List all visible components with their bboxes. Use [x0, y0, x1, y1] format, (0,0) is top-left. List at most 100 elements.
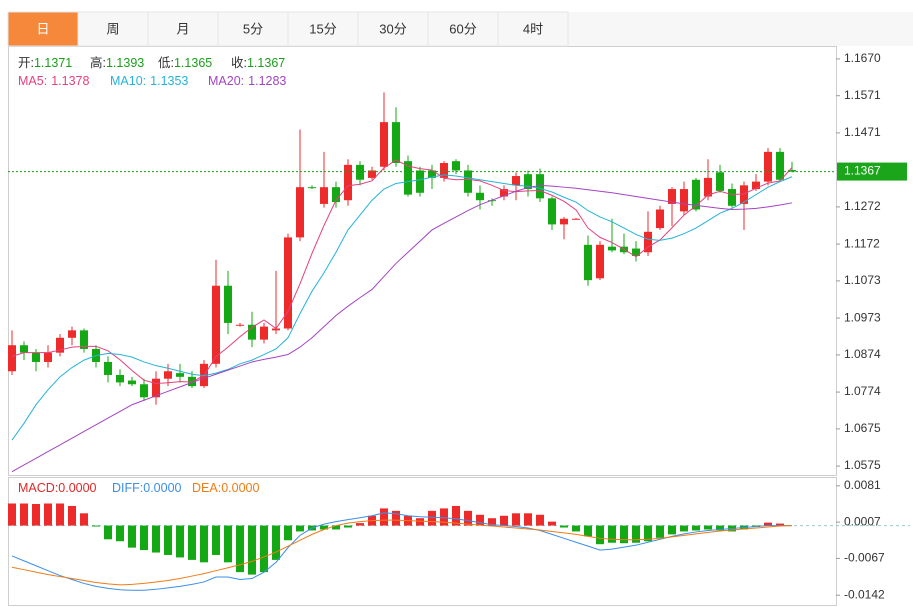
ohlc-value: 1.1393 [106, 56, 144, 70]
ma-legend-name: MA10: [110, 74, 146, 88]
macd-bar [320, 525, 328, 530]
macd-legend: MACD:0.0000 [18, 481, 97, 495]
macd-bar [692, 525, 700, 531]
macd-bar [644, 525, 652, 542]
macd-bar [212, 525, 220, 555]
tab-label[interactable]: 日 [36, 21, 49, 36]
y-tick-label: 1.1172 [844, 236, 880, 250]
tab[interactable] [7, 11, 79, 47]
macd-bar [680, 525, 688, 532]
macd-bar [152, 525, 160, 553]
macd-bar [632, 525, 640, 543]
tab-label[interactable]: 5分 [243, 21, 263, 36]
candle-body [380, 122, 388, 167]
ohlc-item: 收:1.1367 [231, 56, 285, 70]
macd-bar [356, 523, 364, 526]
candle-body [332, 187, 340, 203]
macd-bar [248, 525, 256, 575]
macd-bar [296, 525, 304, 532]
tab[interactable] [427, 11, 499, 47]
candle-body [596, 244, 604, 279]
macd-bar [500, 515, 508, 526]
y-tick-label: 1.0973 [844, 310, 881, 324]
macd-legend-value: 0.0000 [143, 481, 181, 495]
candle-body [572, 218, 580, 220]
candle-body [236, 324, 244, 326]
candle-body [464, 170, 472, 193]
candle-body [644, 231, 652, 253]
tab-label[interactable]: 4时 [523, 21, 543, 36]
macd-bar [32, 503, 40, 526]
y-tick-label: 1.0575 [844, 458, 881, 472]
macd-bar [704, 525, 712, 530]
candle-body [20, 345, 28, 353]
y-tick-label: 1.0774 [844, 384, 881, 398]
tab[interactable] [77, 11, 149, 47]
price-panel [8, 46, 837, 476]
y-tick-label: 1.1073 [844, 273, 881, 287]
y-tick-label: 1.0675 [844, 421, 881, 435]
candle-body [224, 285, 232, 323]
ohlc-value: 1.1367 [247, 56, 285, 70]
candle-body [500, 189, 508, 197]
tab-label[interactable]: 周 [106, 21, 119, 36]
candle-body [164, 371, 172, 379]
candle-body [656, 209, 664, 229]
y-tick-label: 0.0081 [844, 478, 881, 492]
macd-bar [476, 514, 484, 526]
candle-body [320, 187, 328, 204]
candle-body [740, 185, 748, 204]
candle-body [8, 345, 16, 372]
tab[interactable] [497, 11, 569, 47]
ohlc-label: 高: [90, 55, 106, 70]
candle-body [152, 378, 160, 398]
tab[interactable] [357, 11, 429, 47]
tab[interactable] [217, 11, 289, 47]
tab-label[interactable]: 60分 [449, 21, 476, 36]
tab[interactable] [287, 11, 359, 47]
candle-body [560, 218, 568, 225]
macd-bar [272, 525, 280, 560]
macd-bar [608, 525, 616, 543]
candle-body [680, 189, 688, 212]
macd-bar [200, 525, 208, 563]
macd-bar [44, 503, 52, 526]
y-tick-label: 1.1471 [844, 125, 881, 139]
candle-body [212, 285, 220, 364]
macd-bar [512, 513, 520, 526]
macd-line [11, 519, 793, 586]
candle-body [80, 330, 88, 349]
y-tick-label: 1.0874 [844, 347, 881, 361]
tab-label[interactable]: 30分 [379, 21, 406, 36]
macd-bar [8, 503, 16, 526]
ohlc-label: 收: [231, 56, 247, 70]
candle-body [524, 174, 532, 190]
candle-body [140, 384, 148, 398]
macd-line [11, 512, 792, 591]
macd-bar [80, 513, 88, 526]
ma-legend-value: 1.1353 [150, 74, 188, 88]
tab-label[interactable]: 月 [176, 21, 189, 36]
candle-body [716, 172, 724, 191]
candle-body [632, 248, 640, 256]
macd-bar [488, 518, 496, 526]
macd-bar [548, 521, 556, 526]
macd-bar [716, 525, 724, 531]
macd-legend-name: DIFF: [112, 481, 143, 495]
macd-legend-value: 0.0000 [221, 481, 259, 495]
macd-bar [188, 525, 196, 560]
candle-body [296, 187, 304, 238]
candle-body [752, 181, 760, 190]
macd-bar [260, 525, 268, 573]
candle-body [692, 179, 700, 210]
candle-body [608, 246, 616, 251]
candle-body [404, 161, 412, 195]
ma-legend-name: MA5: [18, 74, 47, 88]
macd-bar [176, 525, 184, 558]
macd-bar [656, 525, 664, 538]
candle-body [584, 244, 592, 281]
candle-body [776, 151, 784, 180]
tab-label[interactable]: 15分 [309, 21, 336, 36]
candle-body [356, 164, 364, 180]
